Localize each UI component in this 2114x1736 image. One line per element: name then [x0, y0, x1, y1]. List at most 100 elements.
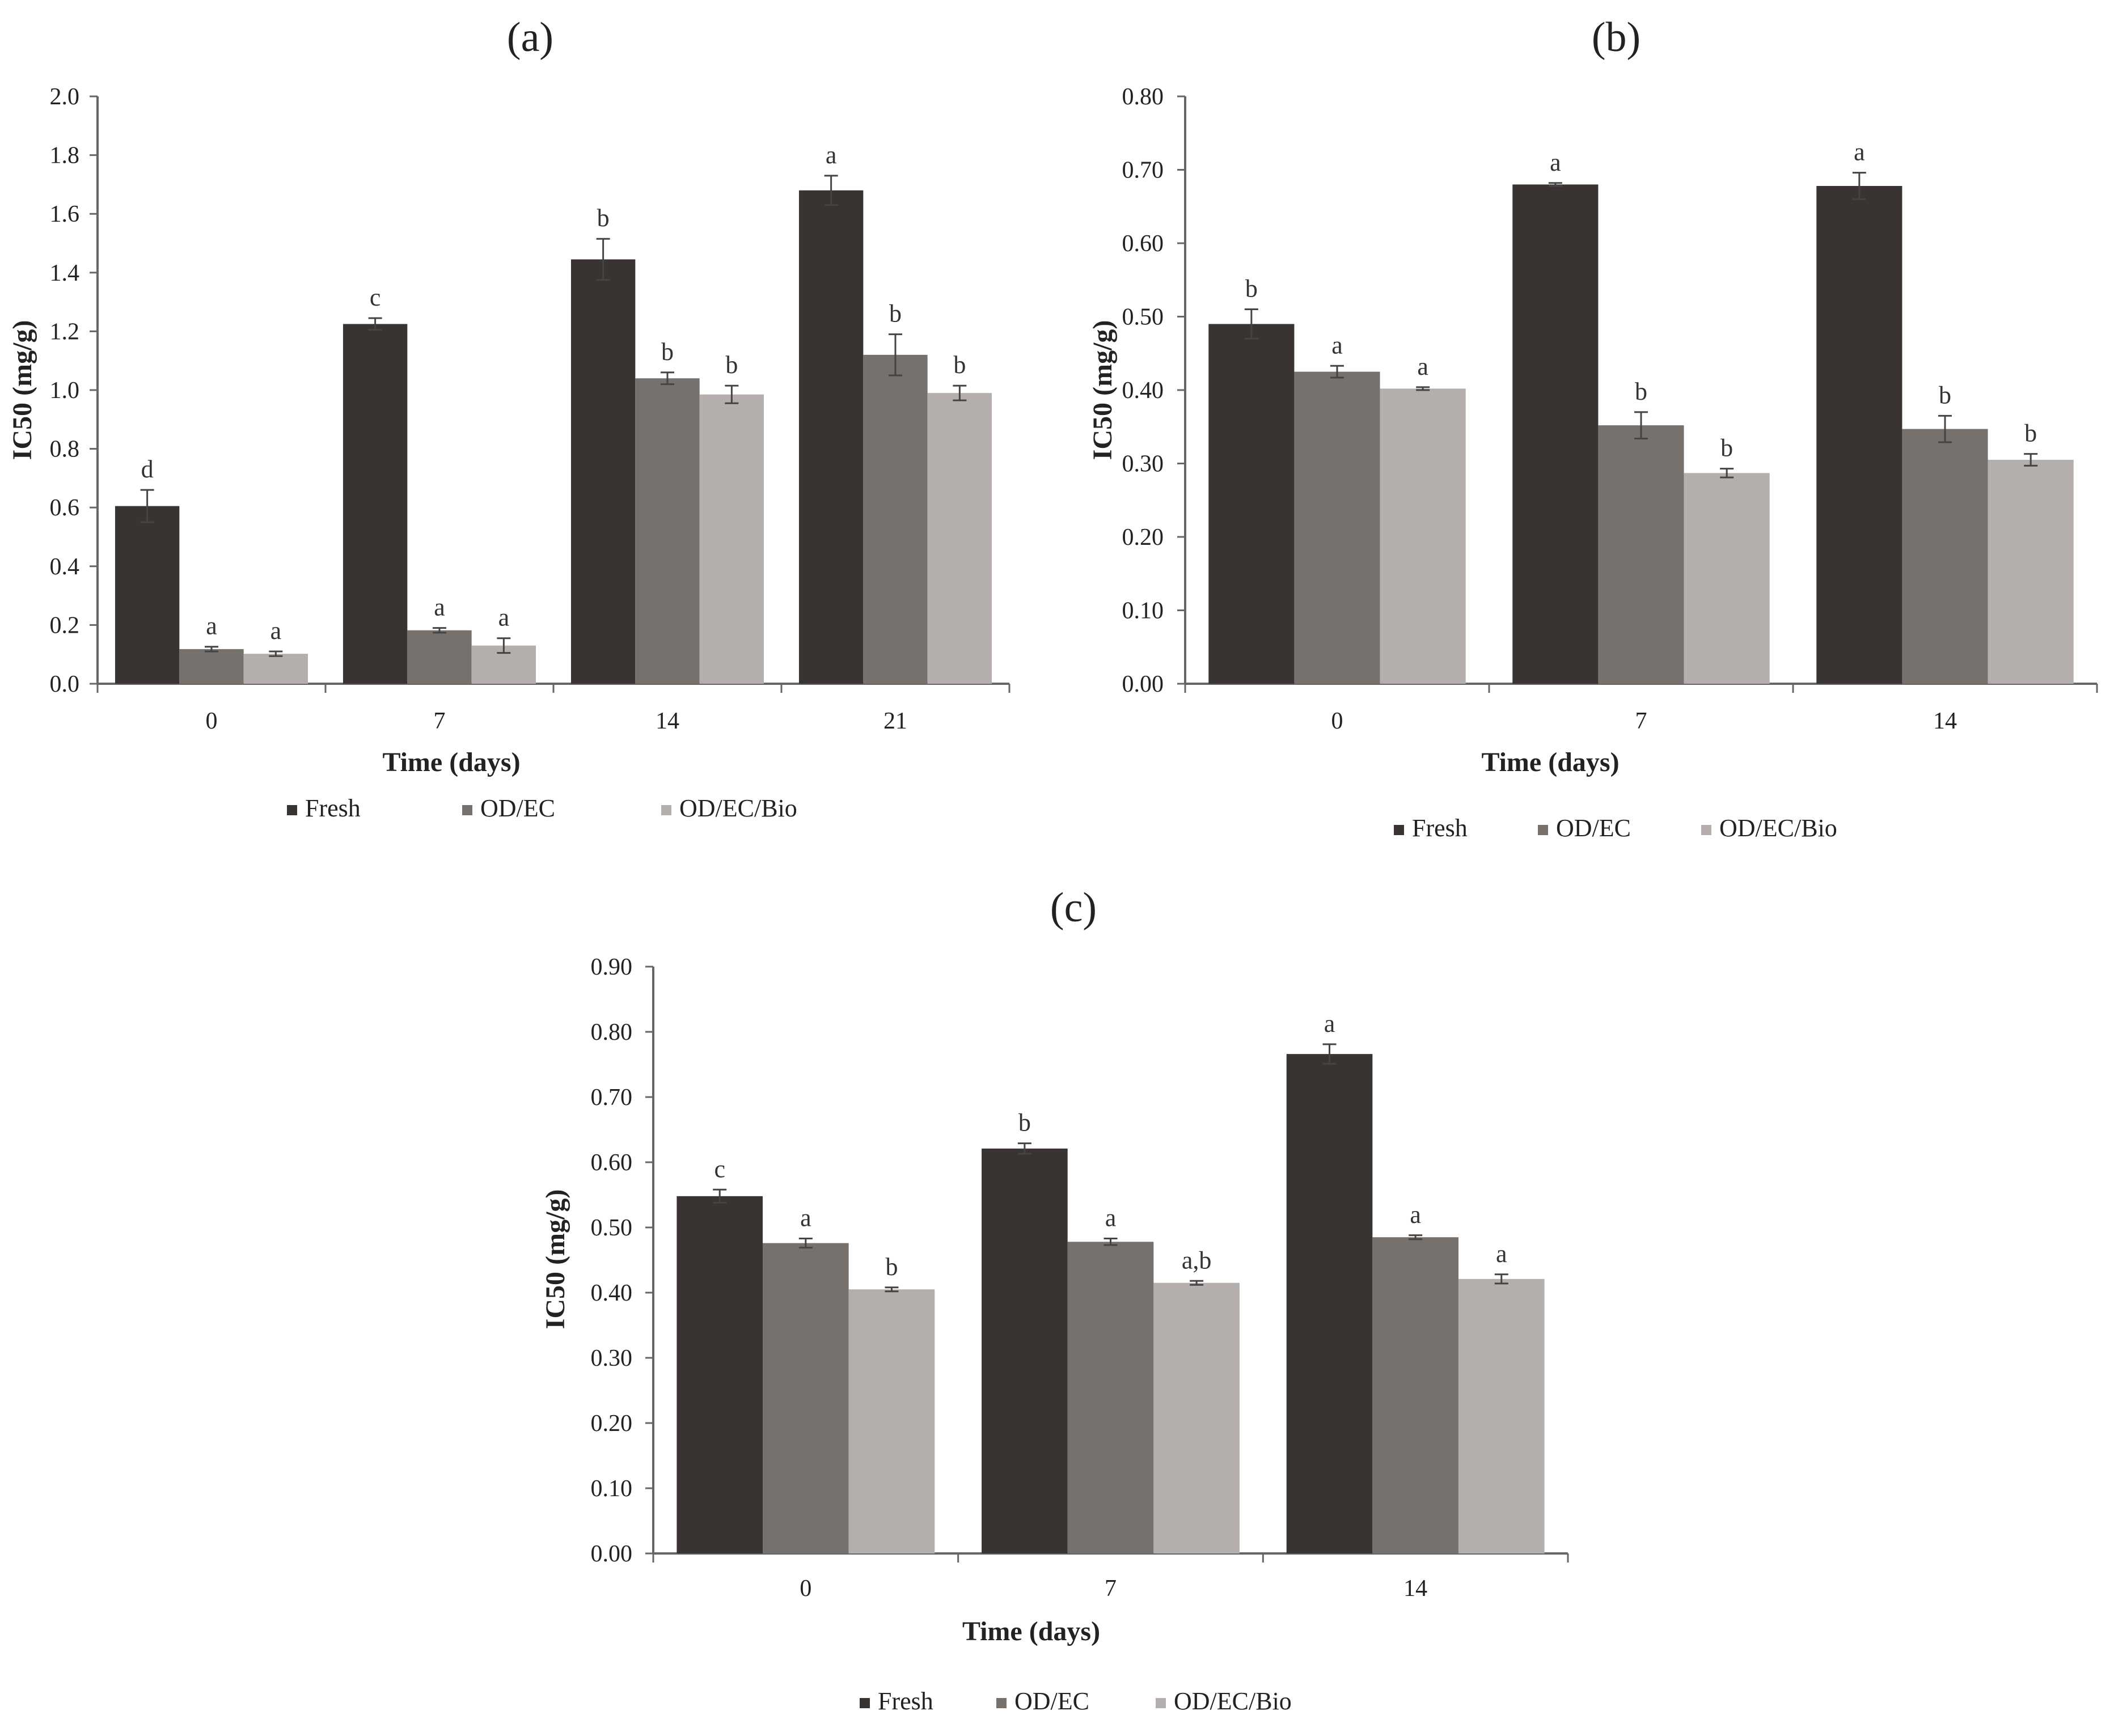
- significance-letter: b: [2024, 420, 2037, 447]
- significance-letter: a: [1854, 138, 1865, 166]
- legend-swatch-od-ec: [996, 1698, 1007, 1708]
- chart-panel-2: (c) 0.00 0.10 0.20 0.30 0.40 0.50 0.60 0.70 0.80 0…: [540, 884, 1569, 1715]
- significance-letter: b: [953, 351, 966, 379]
- x-tick-label: 0: [800, 1576, 811, 1602]
- significance-letter: a: [498, 604, 510, 632]
- legend-swatch-od-ec-bio: [661, 805, 671, 815]
- chart-panel-1: (b) 0.00 0.10 0.20 0.30 0.40 0.50 0.60 0.70 0.80 0…: [1088, 14, 2098, 842]
- y-axis-title: IC50 (mg/g): [540, 1189, 570, 1329]
- legend-label: OD/EC: [1014, 1687, 1089, 1715]
- significance-letter: c: [370, 283, 381, 311]
- bar-fresh-day-7: [1512, 184, 1599, 684]
- significance-letter: a: [1550, 149, 1561, 176]
- legend-label: OD/EC: [1556, 814, 1631, 842]
- x-tick-label: 0: [206, 708, 218, 734]
- x-axis-title: Time (days): [382, 747, 520, 777]
- significance-letter: a: [1410, 1201, 1421, 1229]
- x-tick-label: 14: [1403, 1576, 1427, 1602]
- y-axis-title: IC50 (mg/g): [1088, 320, 1118, 460]
- significance-letter: a: [270, 617, 282, 645]
- legend-label: OD/EC/Bio: [679, 794, 797, 822]
- x-tick-label: 7: [1105, 1576, 1117, 1602]
- y-tick-label: 0.20: [1122, 524, 1164, 551]
- significance-letter: b: [889, 300, 902, 328]
- significance-letter: b: [661, 338, 674, 366]
- y-tick-label: 2.0: [50, 84, 80, 110]
- y-tick-label: 0.60: [1122, 231, 1164, 257]
- y-tick-label: 0.60: [591, 1150, 633, 1176]
- y-tick-label: 0.00: [1122, 671, 1164, 697]
- significance-letter: b: [1720, 434, 1733, 462]
- bar-fresh-day-7: [343, 324, 408, 684]
- significance-letter: a: [826, 141, 837, 169]
- bar-od-ec-bio-day-21: [927, 393, 992, 684]
- significance-letter: b: [1939, 381, 1951, 409]
- y-tick-label: 0.10: [591, 1476, 633, 1502]
- legend-label: OD/EC/Bio: [1719, 814, 1837, 842]
- bar-od-ec-bio-day-0: [848, 1289, 935, 1553]
- significance-letter: a: [1417, 353, 1428, 380]
- bar-fresh-day-0: [677, 1196, 763, 1553]
- bar-od-ec-bio-day-0: [1380, 388, 1466, 684]
- significance-letter: b: [725, 351, 738, 379]
- bar-od-ec-day-14: [1902, 429, 1988, 684]
- y-tick-label: 1.4: [50, 260, 80, 286]
- significance-letter: a: [1496, 1240, 1507, 1268]
- y-tick-label: 1.0: [50, 378, 80, 404]
- y-tick-label: 0.10: [1122, 598, 1164, 624]
- bar-fresh-day-0: [1208, 324, 1295, 684]
- y-tick-label: 0.40: [591, 1280, 633, 1306]
- y-tick-label: 0.80: [1122, 84, 1164, 110]
- significance-letter: a: [800, 1204, 811, 1232]
- x-tick-label: 14: [656, 708, 679, 734]
- y-tick-label: 0.90: [591, 954, 633, 980]
- y-tick-label: 0.2: [50, 612, 80, 638]
- bar-fresh-day-7: [982, 1148, 1068, 1553]
- bar-fresh-day-14: [570, 259, 636, 684]
- bar-od-ec-day-7: [1598, 425, 1684, 684]
- legend-swatch-fresh: [287, 805, 297, 815]
- significance-letter: b: [597, 204, 610, 232]
- legend-label: Fresh: [305, 794, 361, 822]
- y-tick-label: 0.80: [591, 1019, 633, 1045]
- bar-od-ec-day-0: [179, 649, 244, 684]
- significance-letter: a: [1324, 1010, 1335, 1038]
- legend-swatch-od-ec-bio: [1701, 825, 1711, 835]
- x-tick-label: 7: [434, 708, 446, 734]
- y-tick-label: 0.70: [1122, 158, 1164, 184]
- x-axis-title: Time (days): [962, 1616, 1100, 1646]
- bar-fresh-day-21: [798, 190, 864, 684]
- y-tick-label: 1.8: [50, 143, 80, 169]
- bar-od-ec-bio-day-14: [1988, 460, 2074, 684]
- x-tick-label: 21: [883, 708, 907, 734]
- y-tick-label: 0.30: [591, 1345, 633, 1371]
- y-tick-label: 1.6: [50, 201, 80, 227]
- significance-letter: b: [1018, 1109, 1031, 1137]
- bar-fresh-day-14: [1286, 1054, 1373, 1553]
- y-tick-label: 1.2: [50, 319, 80, 345]
- panel-label: (c): [1050, 884, 1097, 931]
- chart-panel-0: (a) 0.0 0.2 0.4 0.6 0.8 1.0 1.2 1.4 1.6 1.8 2.0 0 d a a…: [7, 14, 1011, 822]
- legend-swatch-fresh: [860, 1698, 870, 1708]
- bar-od-ec-bio-day-7: [1684, 473, 1770, 684]
- significance-letter: a: [1105, 1204, 1117, 1232]
- legend-swatch-od-ec-bio: [1156, 1698, 1166, 1708]
- legend-swatch-fresh: [1394, 825, 1404, 835]
- x-tick-label: 0: [1331, 708, 1343, 734]
- significance-letter: a: [1331, 331, 1343, 359]
- legend-swatch-od-ec: [1538, 825, 1548, 835]
- panel-label: (a): [507, 14, 553, 61]
- x-tick-label: 14: [1933, 708, 1957, 734]
- bar-od-ec-day-14: [635, 378, 700, 684]
- significance-letter: a,b: [1182, 1246, 1212, 1274]
- significance-letter: b: [885, 1253, 898, 1281]
- y-tick-label: 0.20: [591, 1411, 633, 1437]
- legend-label: OD/EC: [480, 794, 555, 822]
- bar-od-ec-day-21: [863, 354, 928, 684]
- y-tick-label: 0.50: [591, 1215, 633, 1241]
- significance-letter: a: [206, 612, 217, 640]
- bar-od-ec-bio-day-14: [699, 394, 764, 684]
- x-axis-title: Time (days): [1481, 747, 1619, 777]
- legend-label: Fresh: [878, 1687, 933, 1715]
